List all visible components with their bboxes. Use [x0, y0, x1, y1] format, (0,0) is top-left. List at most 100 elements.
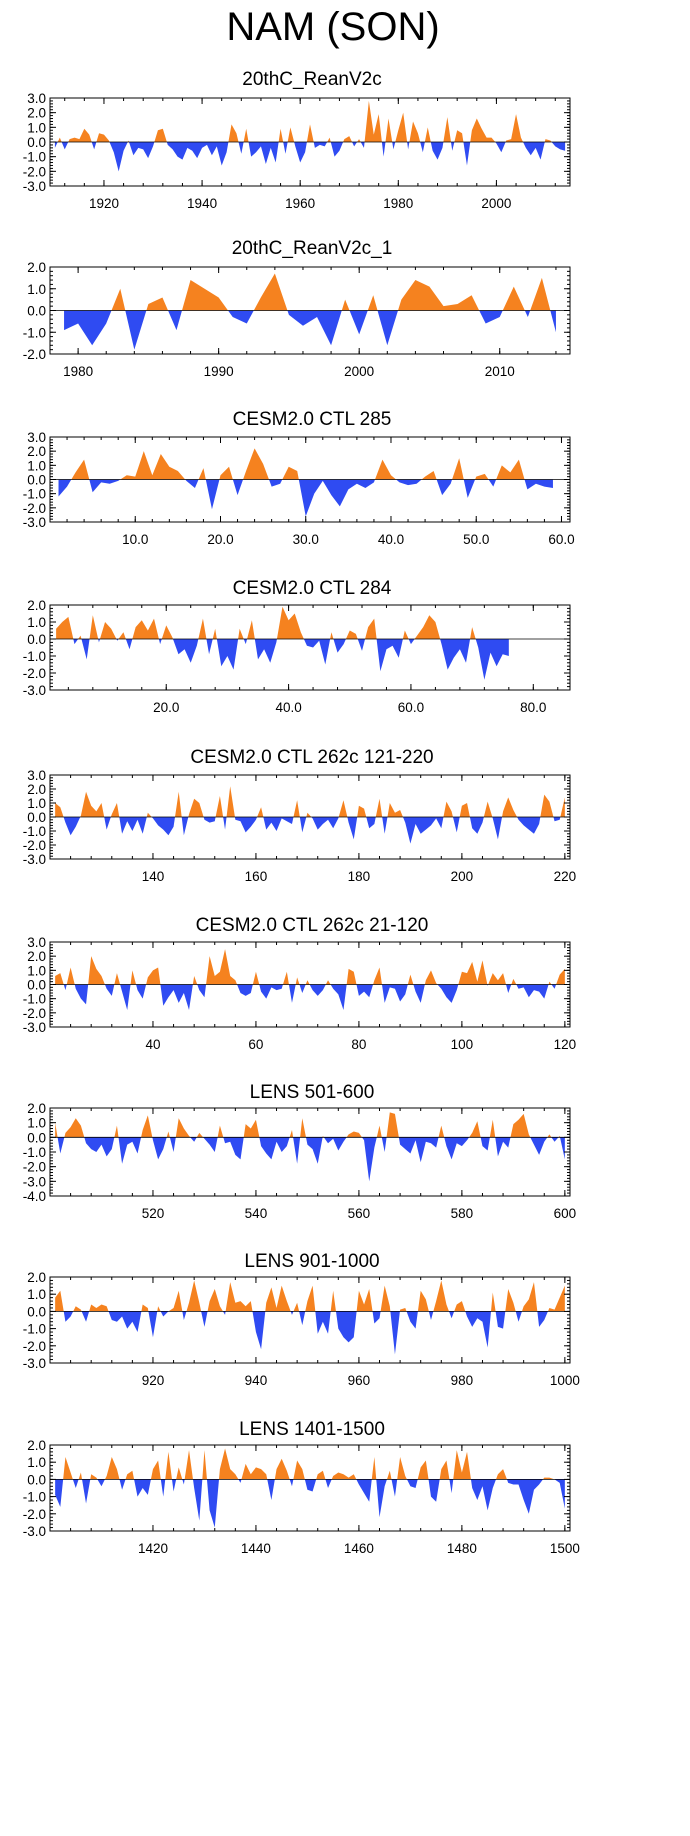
- x-tick-label: 160: [245, 869, 268, 884]
- y-tick-label: 3.0: [27, 935, 46, 950]
- x-tick-label: 1980: [63, 364, 93, 379]
- x-tick-label: 20.0: [153, 700, 179, 715]
- x-tick-label: 40.0: [275, 700, 301, 715]
- negative-area: [64, 310, 556, 350]
- y-tick-label: 0.0: [27, 632, 46, 647]
- chart-panel: LENS 1401-1500 2.0 1.0 0.0 -1.0 -2.0 -3.0 1420 1…: [23, 1419, 580, 1556]
- y-tick-label: -2.0: [23, 501, 46, 516]
- x-tick-label: 10.0: [122, 532, 148, 547]
- panel-title: 20thC_ReanV2c: [242, 69, 381, 90]
- panel-title: LENS 1401-1500: [239, 1419, 385, 1440]
- y-tick-label: 1.0: [27, 1116, 46, 1131]
- y-tick-label: 1.0: [27, 282, 46, 297]
- plot-frame: [49, 1276, 571, 1364]
- y-tick-label: -3.0: [23, 179, 46, 194]
- y-tick-label: -2.0: [23, 1006, 46, 1021]
- y-tick-label: 2.0: [27, 444, 46, 459]
- y-tick-label: -1.0: [23, 992, 46, 1007]
- y-tick-label: -2.0: [23, 1339, 46, 1354]
- y-tick-label: -3.0: [23, 1356, 46, 1371]
- negative-area: [58, 479, 553, 517]
- y-tick-label: -3.0: [23, 515, 46, 530]
- chart-panel: 20thC_ReanV2c_1 2.0 1.0 0.0 -1.0 -2.0 1980 1990…: [23, 238, 571, 379]
- y-tick-label: 0.0: [27, 473, 46, 488]
- x-tick-label: 1920: [89, 196, 119, 211]
- y-tick-label: 1.0: [27, 615, 46, 630]
- positive-area: [57, 100, 552, 142]
- x-tick-label: 40.0: [378, 532, 404, 547]
- x-tick-label: 50.0: [463, 532, 489, 547]
- negative-area: [57, 1137, 565, 1182]
- panel-title: CESM2.0 CTL 262c 121-220: [190, 747, 433, 768]
- x-tick-label: 520: [142, 1206, 165, 1221]
- negative-area: [55, 1479, 565, 1528]
- y-tick-label: 1.0: [27, 458, 46, 473]
- x-tick-label: 560: [348, 1206, 371, 1221]
- y-tick-label: -3.0: [23, 852, 46, 867]
- y-tick-label: -3.0: [23, 1174, 46, 1189]
- y-tick-label: 3.0: [27, 91, 46, 106]
- plot-frame: [49, 1444, 571, 1532]
- x-tick-label: 1980: [383, 196, 413, 211]
- x-tick-label: 1960: [285, 196, 315, 211]
- panel-title: CESM2.0 CTL 284: [233, 578, 392, 599]
- x-tick-label: 580: [451, 1206, 474, 1221]
- x-tick-label: 980: [451, 1373, 474, 1388]
- y-tick-label: -2.0: [23, 1507, 46, 1522]
- x-tick-label: 920: [142, 1373, 165, 1388]
- positive-area: [55, 1112, 561, 1138]
- y-tick-label: 2.0: [27, 1438, 46, 1453]
- x-tick-label: 600: [554, 1206, 577, 1221]
- positive-area: [56, 606, 476, 639]
- y-tick-label: 0.0: [27, 1472, 46, 1487]
- panel-title: LENS 501-600: [250, 1082, 375, 1103]
- y-tick-label: -3.0: [23, 1524, 46, 1539]
- y-tick-label: -2.0: [23, 1160, 46, 1175]
- positive-area: [55, 1280, 565, 1312]
- y-tick-label: 1.0: [27, 1287, 46, 1302]
- x-tick-label: 1420: [138, 1541, 168, 1556]
- y-tick-label: 2.0: [27, 949, 46, 964]
- panel-title: LENS 901-1000: [244, 1251, 379, 1272]
- plot-frame: [49, 604, 571, 691]
- y-tick-label: -1.0: [23, 1322, 46, 1337]
- x-tick-label: 2010: [485, 364, 515, 379]
- y-tick-label: 1.0: [27, 120, 46, 135]
- chart-panel: LENS 901-1000 2.0 1.0 0.0 -1.0 -2.0 -3.0 920 940…: [23, 1251, 580, 1388]
- y-tick-label: 0.0: [27, 135, 46, 150]
- negative-area: [73, 639, 509, 680]
- x-tick-label: 1000: [550, 1373, 580, 1388]
- x-tick-label: 60.0: [548, 532, 574, 547]
- positive-area: [111, 273, 551, 311]
- plot-frame: [49, 1107, 571, 1197]
- y-tick-label: 2.0: [27, 1270, 46, 1285]
- y-tick-label: 0.0: [27, 978, 46, 993]
- y-tick-label: -1.0: [23, 325, 46, 340]
- y-tick-label: -2.0: [23, 838, 46, 853]
- chart-panel: LENS 501-600 2.01.00.0-1.0-2.0-3.0-4.0 520…: [23, 1082, 576, 1221]
- x-tick-label: 20.0: [207, 532, 233, 547]
- x-tick-label: 2000: [344, 364, 374, 379]
- x-tick-label: 2000: [481, 196, 511, 211]
- y-tick-label: -2.0: [23, 347, 46, 362]
- x-tick-label: 220: [554, 869, 577, 884]
- chart-panel: CESM2.0 CTL 284 2.0 1.0 0.0 -1.0 -2.0 -3.0 20.0…: [23, 578, 571, 715]
- y-tick-label: 2.0: [27, 598, 46, 613]
- y-tick-label: -3.0: [23, 683, 46, 698]
- x-tick-label: 100: [451, 1037, 474, 1052]
- y-tick-label: -1.0: [23, 824, 46, 839]
- y-tick-label: 0.0: [27, 810, 46, 825]
- y-tick-label: 2.0: [27, 106, 46, 121]
- figure-title: NAM (SON): [226, 5, 439, 49]
- y-tick-label: 1.0: [27, 796, 46, 811]
- positive-area: [63, 1448, 555, 1480]
- chart-panel: CESM2.0 CTL 262c 21-1203.02.01.00.0-1.0-…: [23, 915, 576, 1052]
- panel-title: 20thC_ReanV2c_1: [232, 238, 393, 259]
- panel-title: CESM2.0 CTL 285: [233, 409, 392, 430]
- x-tick-label: 80: [351, 1037, 366, 1052]
- x-tick-label: 40: [145, 1037, 160, 1052]
- x-tick-label: 120: [554, 1037, 577, 1052]
- chart-panel: CESM2.0 CTL 262c 121-220 3.02.01.00.0-1.0…: [23, 747, 576, 884]
- x-tick-label: 960: [348, 1373, 371, 1388]
